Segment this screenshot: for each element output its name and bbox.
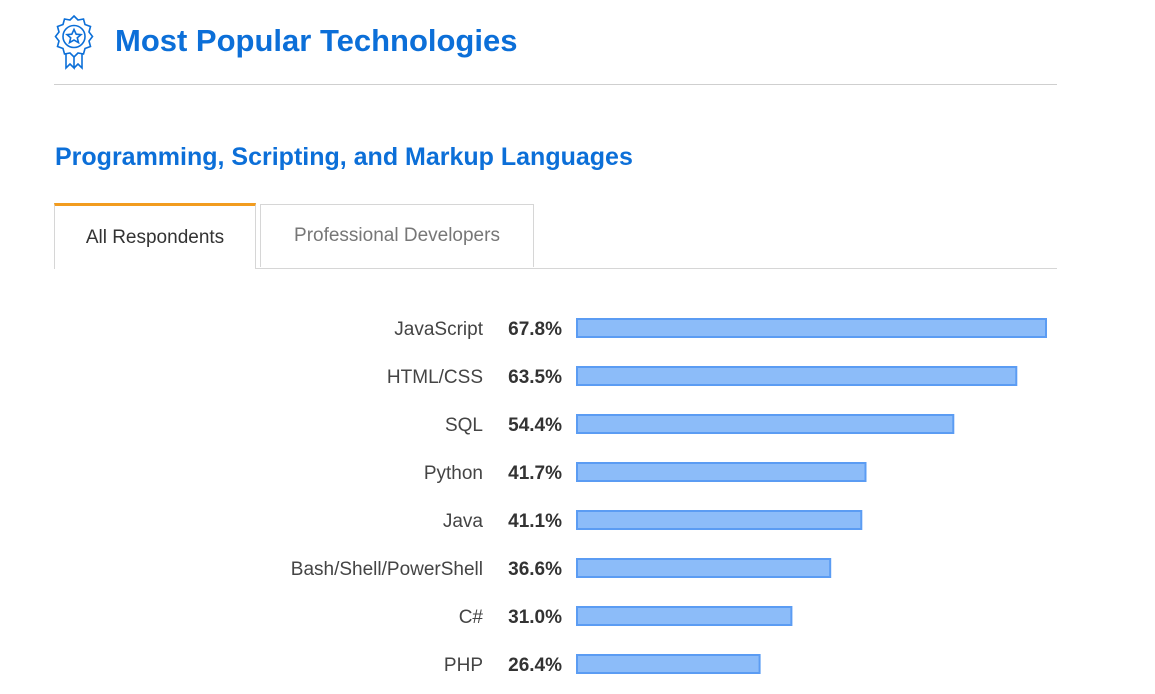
- bar: [576, 558, 832, 578]
- page-header: Most Popular Technologies: [54, 14, 1057, 85]
- category-label: PHP: [444, 655, 483, 676]
- value-label: 31.0%: [508, 607, 562, 628]
- category-label: JavaScript: [394, 319, 483, 340]
- category-label: HTML/CSS: [387, 367, 483, 388]
- languages-bar-chart: JavaScript 67.8% HTML/CSS 63.5% SQL 54.4% Pyth…: [291, 318, 1047, 676]
- value-label: 36.6%: [508, 559, 562, 580]
- value-label: 54.4%: [508, 415, 562, 436]
- category-label: SQL: [445, 415, 483, 436]
- category-label: Python: [424, 463, 483, 484]
- value-label: 26.4%: [508, 655, 562, 676]
- tab-professional-developers[interactable]: Professional Developers: [260, 204, 534, 267]
- bar: [576, 462, 867, 482]
- award-ribbon-icon: [54, 14, 94, 70]
- bar: [576, 510, 863, 530]
- tab-bar: All Respondents Professional Developers: [54, 203, 1057, 269]
- value-label: 63.5%: [508, 367, 562, 388]
- category-label: Bash/Shell/PowerShell: [291, 559, 483, 580]
- bar: [576, 654, 761, 674]
- bar: [576, 606, 793, 626]
- tab-all-respondents[interactable]: All Respondents: [54, 203, 256, 269]
- bar: [576, 318, 1047, 338]
- value-label: 41.1%: [508, 511, 562, 532]
- value-label: 41.7%: [508, 463, 562, 484]
- section-title: Programming, Scripting, and Markup Langu…: [55, 143, 633, 171]
- bar: [576, 366, 1018, 386]
- page-title: Most Popular Technologies: [115, 23, 518, 58]
- category-label: Java: [443, 511, 484, 532]
- value-label: 67.8%: [508, 319, 562, 340]
- category-label: C#: [459, 607, 484, 628]
- bar: [576, 414, 955, 434]
